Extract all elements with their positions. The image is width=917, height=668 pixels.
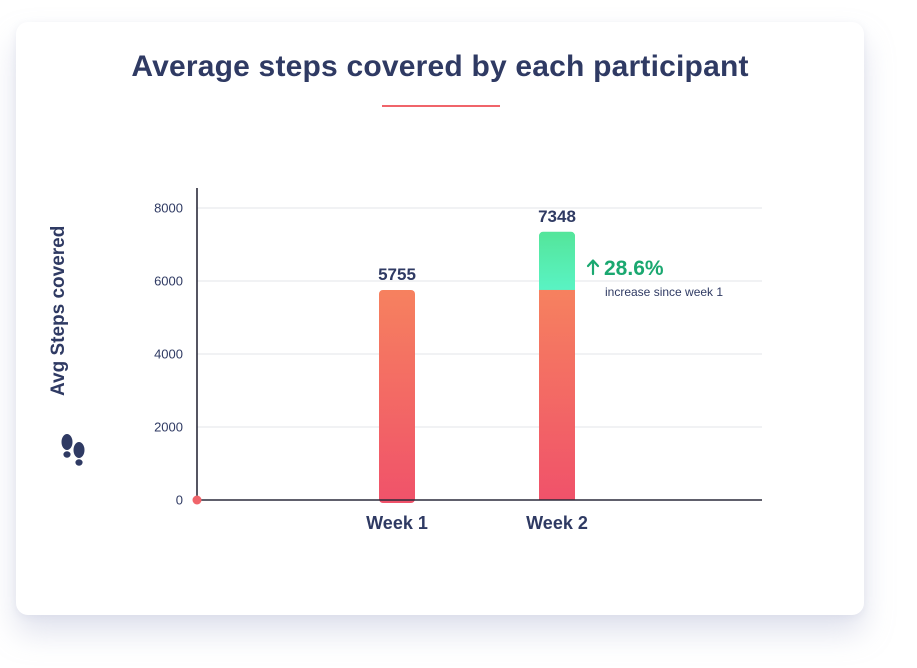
bar-week-1	[379, 289, 415, 503]
title-underline	[382, 105, 500, 107]
y-tick-label: 2000	[154, 420, 183, 435]
arrow-up-icon	[586, 259, 600, 276]
bar-increase-segment	[539, 231, 575, 296]
bar-week-2	[539, 289, 575, 500]
y-tick-label: 6000	[154, 274, 183, 289]
y-tick-label: 8000	[154, 201, 183, 216]
increase-percent: 28.6%	[604, 257, 664, 280]
arrow-up-icon-head	[586, 259, 600, 268]
origin-dot	[192, 495, 202, 505]
data-label: 7348	[538, 207, 576, 226]
chart-card: Average steps covered by each participan…	[16, 22, 864, 615]
x-tick-label: Week 2	[526, 513, 588, 533]
y-tick-label: 4000	[154, 347, 183, 362]
x-tick-label: Week 1	[366, 513, 428, 533]
chart-title: Average steps covered by each participan…	[131, 50, 749, 83]
data-label: 5755	[378, 265, 416, 284]
increase-caption: increase since week 1	[605, 285, 723, 299]
y-tick-label: 0	[176, 493, 183, 508]
footprints-icon	[61, 434, 85, 466]
